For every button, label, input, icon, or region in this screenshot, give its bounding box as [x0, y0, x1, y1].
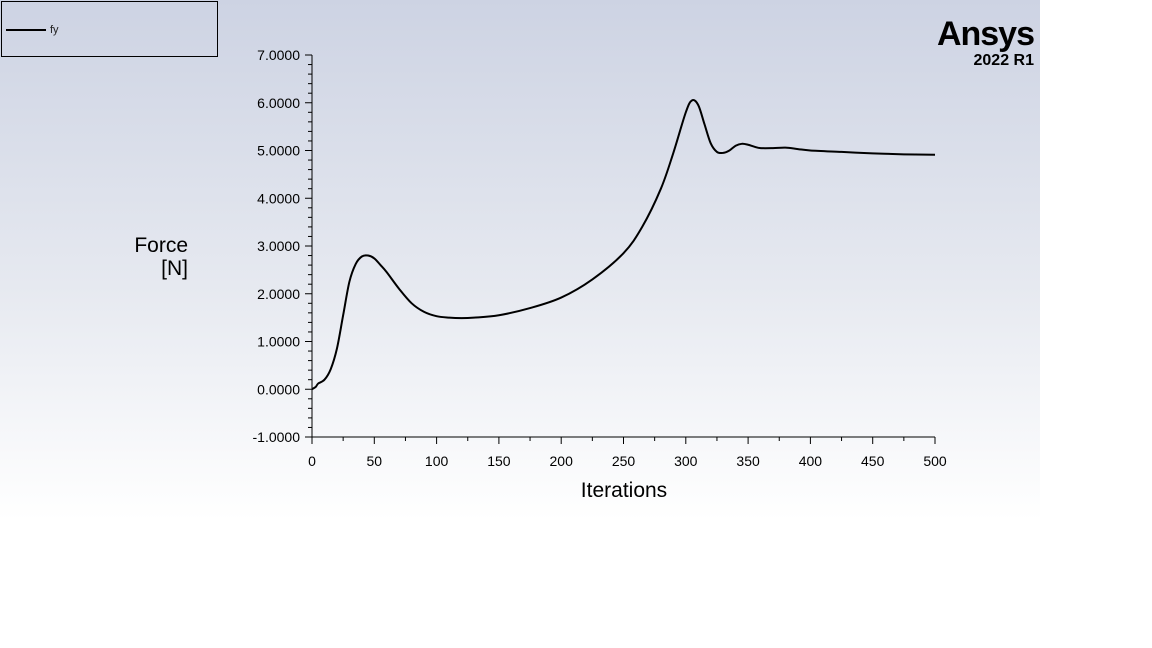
plot-area: -1.0000 0.0000 1.0000 2.0000 3.0000 4.0000 5.0… — [253, 47, 947, 469]
axes: -1.0000 0.0000 1.0000 2.0000 3.0000 4.0000 5.0… — [253, 47, 947, 469]
y-tick-label: 7.0000 — [257, 47, 300, 63]
series-line-fy — [311, 99, 936, 391]
ansys-logo: Ansys 2022 R1 — [936, 15, 1035, 70]
x-tick-label: 450 — [861, 453, 885, 469]
x-tick-label: 50 — [367, 453, 383, 469]
y-tick-label: 0.0000 — [257, 381, 300, 397]
y-axis-label: Force [N] — [134, 234, 188, 280]
y-tick-label: 1.0000 — [257, 334, 300, 350]
x-tick-label: 300 — [674, 453, 698, 469]
y-axis-label-line-1: Force — [134, 234, 188, 257]
x-tick-label: 200 — [550, 453, 574, 469]
y-tick-label: 4.0000 — [257, 190, 300, 206]
x-tick-label: 250 — [612, 453, 636, 469]
x-tick-label: 100 — [425, 453, 449, 469]
y-tick-label: 6.0000 — [257, 95, 300, 111]
x-tick-label: 0 — [308, 453, 316, 469]
brand-version: 2022 R1 — [973, 52, 1035, 69]
legend-line-swatch — [6, 29, 46, 31]
x-tick-label: 150 — [487, 453, 511, 469]
x-tick-label: 350 — [736, 453, 760, 469]
y-tick-label: 2.0000 — [257, 286, 300, 302]
brand-name: Ansys — [936, 15, 1035, 53]
legend-label-fy: fy — [50, 24, 59, 36]
y-axis-label-line-2: [N] — [161, 257, 188, 280]
graphics-viewport: fy Ansys 2022 R1 Force [N] Iterations -1… — [0, 0, 1040, 520]
series-layer — [311, 99, 936, 391]
x-tick-label: 400 — [799, 453, 823, 469]
y-tick-label: -1.0000 — [253, 429, 301, 445]
y-tick-label: 3.0000 — [257, 238, 300, 254]
legend: fy — [1, 1, 218, 57]
x-tick-label: 500 — [923, 453, 947, 469]
x-axis-label: Iterations — [580, 479, 668, 502]
y-tick-label: 5.0000 — [257, 143, 300, 159]
